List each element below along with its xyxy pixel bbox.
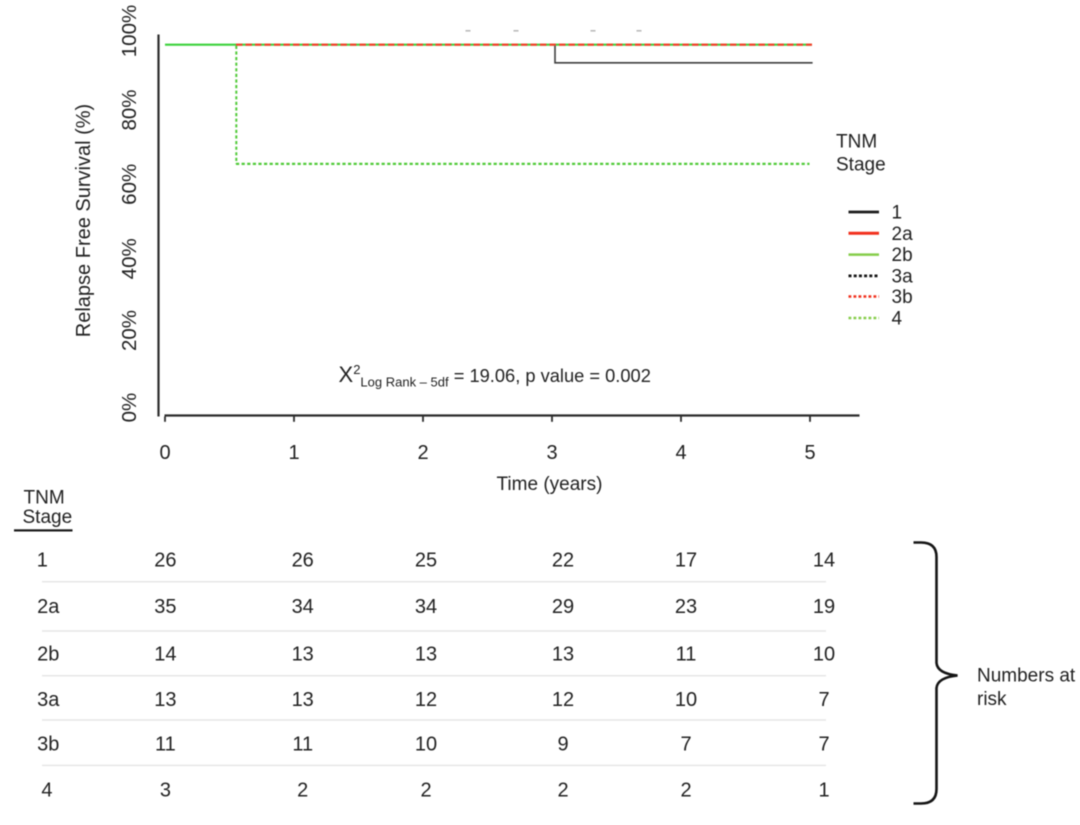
svg-text:4: 4 — [892, 309, 903, 330]
svg-text:26: 26 — [292, 549, 314, 571]
svg-text:17: 17 — [675, 549, 697, 571]
svg-text:Relapse Free Survival (%): Relapse Free Survival (%) — [73, 104, 95, 337]
svg-text:12: 12 — [552, 689, 574, 711]
svg-text:19: 19 — [813, 596, 835, 618]
svg-text:4: 4 — [41, 780, 52, 802]
svg-text:3a: 3a — [892, 266, 914, 287]
svg-text:3b: 3b — [37, 733, 59, 755]
svg-text:2: 2 — [680, 780, 691, 802]
svg-text:Time (years): Time (years) — [497, 474, 603, 495]
svg-text:25: 25 — [415, 549, 437, 571]
svg-text:29: 29 — [552, 596, 574, 618]
svg-text:10: 10 — [415, 733, 437, 755]
svg-text:0: 0 — [159, 442, 170, 464]
svg-text:14: 14 — [813, 549, 835, 571]
svg-text:34: 34 — [292, 596, 314, 618]
svg-text:13: 13 — [292, 643, 314, 665]
svg-text:11: 11 — [676, 643, 697, 665]
svg-text:1: 1 — [288, 442, 299, 464]
svg-text:22: 22 — [552, 549, 574, 571]
svg-text:3b: 3b — [892, 287, 913, 308]
svg-text:2: 2 — [557, 780, 568, 802]
svg-text:2b: 2b — [37, 643, 59, 665]
svg-text:TNM: TNM — [836, 132, 877, 153]
svg-text:10: 10 — [813, 643, 835, 665]
svg-text:35: 35 — [154, 596, 176, 618]
svg-text:2a: 2a — [892, 224, 914, 245]
svg-text:5: 5 — [804, 442, 815, 464]
svg-text:12: 12 — [415, 689, 437, 711]
svg-text:9: 9 — [557, 733, 568, 755]
svg-text:34: 34 — [415, 596, 437, 618]
svg-text:risk: risk — [977, 689, 1007, 710]
svg-text:100%: 100% — [118, 5, 141, 57]
svg-text:13: 13 — [154, 689, 176, 711]
svg-text:7: 7 — [818, 733, 829, 755]
svg-text:40%: 40% — [118, 238, 141, 279]
svg-text:20%: 20% — [118, 310, 141, 351]
svg-text:23: 23 — [675, 596, 697, 618]
svg-text:80%: 80% — [118, 89, 141, 130]
svg-text:2: 2 — [417, 442, 428, 464]
svg-text:3: 3 — [546, 442, 557, 464]
svg-text:2: 2 — [420, 780, 431, 802]
svg-text:2a: 2a — [37, 596, 60, 618]
svg-text:7: 7 — [680, 733, 691, 755]
svg-text:13: 13 — [292, 689, 314, 711]
svg-text:Stage: Stage — [836, 155, 886, 176]
svg-text:2: 2 — [297, 780, 308, 802]
svg-text:60%: 60% — [118, 164, 141, 205]
svg-text:14: 14 — [154, 643, 176, 665]
svg-text:3a: 3a — [37, 689, 60, 711]
svg-text:0%: 0% — [118, 393, 141, 423]
svg-text:11: 11 — [292, 733, 313, 755]
svg-text:4: 4 — [675, 442, 686, 464]
svg-text:3: 3 — [160, 780, 171, 802]
svg-text:2b: 2b — [892, 245, 913, 266]
svg-text:13: 13 — [552, 643, 574, 665]
svg-text:13: 13 — [415, 643, 437, 665]
svg-text:1: 1 — [892, 203, 903, 224]
svg-text:11: 11 — [155, 733, 176, 755]
svg-text:1: 1 — [818, 780, 829, 802]
svg-text:10: 10 — [675, 689, 697, 711]
svg-text:7: 7 — [818, 689, 829, 711]
svg-text:1: 1 — [37, 549, 48, 571]
svg-text:Stage: Stage — [23, 507, 73, 528]
svg-text:26: 26 — [154, 549, 176, 571]
svg-text:Numbers at: Numbers at — [977, 666, 1076, 687]
svg-text:TNM: TNM — [24, 488, 65, 509]
